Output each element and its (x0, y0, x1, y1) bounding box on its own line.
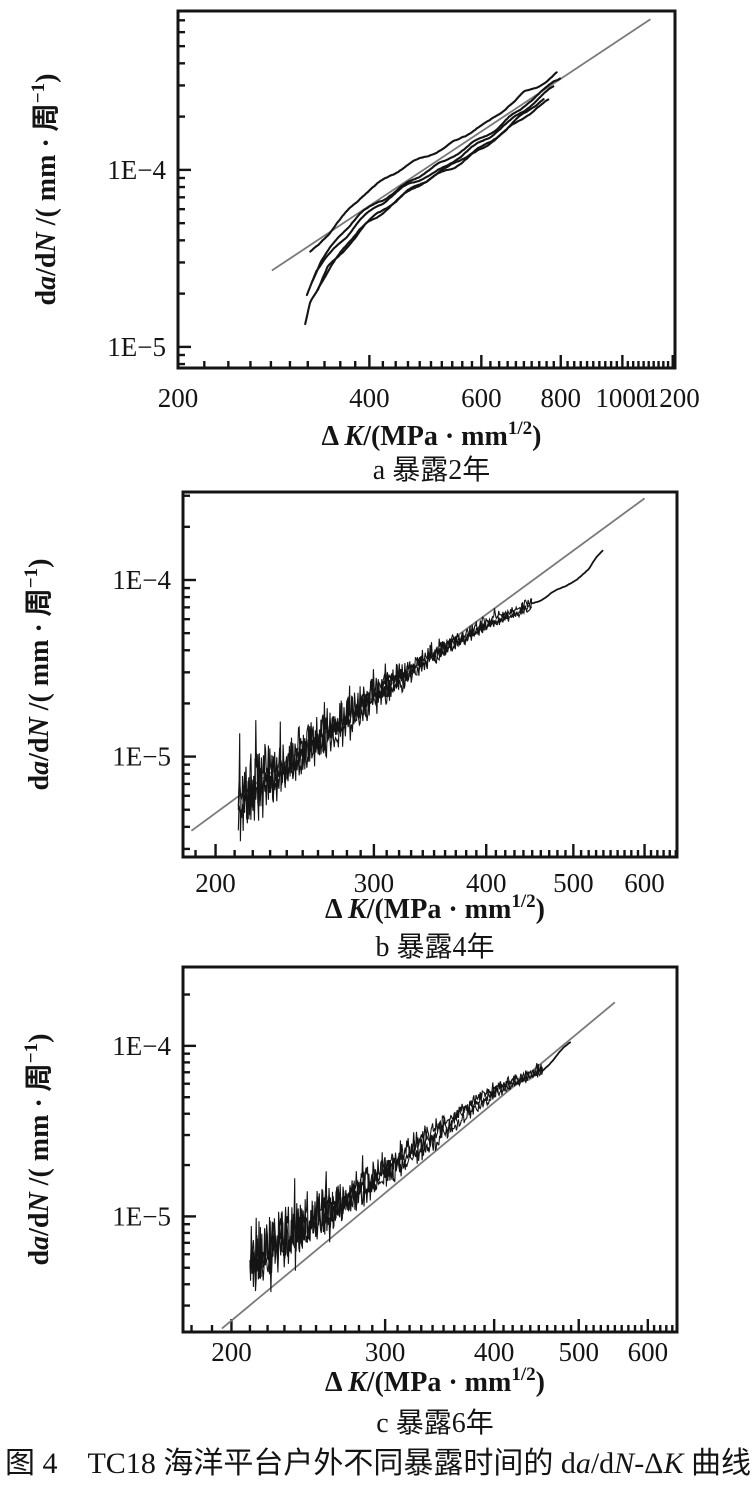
y-tick-label: 1E−5 (107, 332, 166, 362)
figure-caption-text: /d (590, 1447, 615, 1480)
x-tick-label: 300 (365, 1337, 406, 1367)
subplot-caption: a 暴露2年 (373, 454, 490, 484)
figure-caption-text: N (614, 1447, 635, 1480)
figure-caption-text: 图 4 TC18 海洋平台户外不同暴露时间的 d (4, 1447, 576, 1480)
x-tick-label: 800 (541, 383, 582, 413)
series-specimen-1 (309, 71, 558, 253)
x-tick-label: 1000 (595, 383, 649, 413)
series-noisy-band (249, 1067, 544, 1293)
chart-exposure-4yr: 200 300 400 500 600 1E−5 1E−4 da/dN /( mm · 周−1… (21, 490, 679, 962)
x-axis-ticks (190, 1319, 674, 1332)
fit-line (221, 1001, 616, 1330)
figure-caption-text: 曲线 (683, 1447, 751, 1480)
y-axis-ticks (183, 993, 196, 1307)
x-tick-label: 400 (466, 868, 507, 898)
x-axis-label: Δ K/(MPa · mm1/2) (325, 891, 545, 925)
figure-caption: 图 4 TC18 海洋平台户外不同暴露时间的 da/dN-ΔK 曲线 (0, 1440, 756, 1487)
x-axis-ticks (194, 844, 678, 857)
y-tick-label: 1E−5 (112, 742, 171, 772)
series-noisy-band (249, 1064, 544, 1292)
series-specimen-2 (310, 77, 562, 284)
y-axis-ticks (178, 19, 191, 366)
y-tick-label: 1E−4 (112, 1031, 171, 1061)
x-tick-label: 400 (349, 383, 390, 413)
series-noisy-band (237, 598, 533, 820)
series-noisy-band (237, 598, 533, 831)
x-tick-label: 600 (628, 1337, 669, 1367)
subplot-caption: c 暴露6年 (376, 1407, 493, 1439)
series-specimen-4 (304, 98, 545, 326)
x-tick-label: 1200 (646, 383, 700, 413)
chart-exposure-6yr: 200 300 400 500 600 1E−5 1E−4 da/dN /( mm · 周−1… (21, 965, 679, 1439)
y-tick-label: 1E−5 (112, 1201, 171, 1231)
x-tick-label: 200 (195, 868, 236, 898)
y-axis-label: da/dN /( mm · 周−1) (21, 1034, 55, 1266)
x-tick-label: 200 (158, 383, 199, 413)
figure-caption-text: K (663, 1447, 684, 1480)
x-axis-ticks (176, 355, 674, 368)
series-upper-tail (531, 549, 604, 605)
x-axis-label: Δ K/(MPa · mm1/2) (322, 418, 542, 452)
y-tick-label: 1E−4 (112, 565, 171, 595)
y-axis-label: da/dN /( mm · 周−1) (28, 74, 62, 306)
plot-frame (176, 9, 677, 370)
subplot-caption: b 暴露4年 (375, 931, 494, 962)
figure-caption-text: -Δ (634, 1447, 664, 1480)
x-tick-label: 500 (558, 1337, 599, 1367)
plot-frame (181, 965, 679, 1334)
x-tick-label: 500 (553, 868, 594, 898)
plot-frame (181, 490, 679, 859)
x-axis-label: Δ K/(MPa · mm1/2) (325, 1364, 545, 1398)
y-tick-label: 1E−4 (107, 155, 166, 185)
series-upper-tail (542, 1041, 572, 1072)
y-axis-label: da/dN /( mm · 周−1) (21, 559, 55, 791)
figure-caption-text: a (575, 1447, 591, 1480)
x-tick-label: 600 (624, 868, 665, 898)
x-tick-label: 200 (211, 1337, 252, 1367)
x-tick-label: 300 (354, 868, 395, 898)
series-noisy-band (249, 1062, 544, 1281)
fit-line (271, 18, 651, 272)
x-tick-label: 600 (461, 383, 502, 413)
series-noisy-band (237, 605, 533, 842)
series-specimen-5 (316, 98, 550, 291)
y-axis-ticks (183, 494, 196, 851)
x-tick-label: 400 (474, 1337, 515, 1367)
series-specimen-3 (305, 85, 555, 297)
